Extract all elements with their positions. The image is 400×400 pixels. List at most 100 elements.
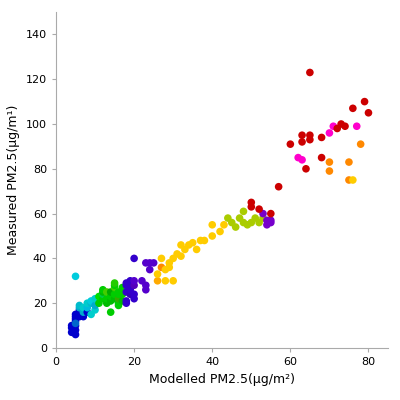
X-axis label: Modelled PM2.5(μg/m²): Modelled PM2.5(μg/m²) — [149, 372, 295, 386]
Point — [115, 302, 122, 309]
Point — [96, 300, 102, 306]
Point — [334, 125, 340, 132]
Point — [307, 132, 313, 138]
Point — [295, 154, 301, 161]
Point — [108, 298, 114, 304]
Point — [154, 278, 161, 284]
Point — [127, 284, 134, 291]
Point — [209, 233, 216, 239]
Point — [84, 309, 90, 315]
Point — [72, 327, 79, 333]
Point — [228, 219, 235, 226]
Point — [115, 289, 122, 295]
Point — [131, 296, 137, 302]
Point — [143, 286, 149, 293]
Point — [123, 282, 130, 288]
Point — [84, 300, 90, 306]
Point — [264, 217, 270, 224]
Point — [76, 302, 83, 309]
Point — [194, 246, 200, 253]
Point — [338, 121, 344, 127]
Point — [166, 260, 172, 266]
Point — [221, 222, 227, 228]
Point — [260, 210, 266, 217]
Point — [76, 307, 83, 313]
Point — [190, 240, 196, 246]
Point — [123, 280, 130, 286]
Point — [80, 304, 86, 311]
Point — [119, 298, 126, 304]
Point — [342, 123, 348, 130]
Point — [76, 311, 83, 318]
Y-axis label: Measured PM2.5(μg/m¹): Measured PM2.5(μg/m¹) — [7, 105, 20, 255]
Point — [162, 278, 168, 284]
Point — [123, 298, 130, 304]
Point — [76, 314, 83, 320]
Point — [143, 282, 149, 288]
Point — [127, 286, 134, 293]
Point — [287, 141, 294, 147]
Point — [232, 224, 239, 230]
Point — [307, 69, 313, 76]
Point — [100, 291, 106, 298]
Point — [264, 222, 270, 228]
Point — [115, 296, 122, 302]
Point — [131, 255, 137, 262]
Point — [88, 298, 94, 304]
Point — [346, 177, 352, 183]
Point — [146, 260, 153, 266]
Point — [318, 134, 325, 141]
Point — [256, 219, 262, 226]
Point — [115, 291, 122, 298]
Point — [68, 322, 75, 329]
Point — [244, 222, 250, 228]
Point — [260, 215, 266, 221]
Point — [111, 282, 118, 288]
Point — [76, 309, 83, 315]
Point — [104, 289, 110, 295]
Point — [88, 300, 94, 306]
Point — [115, 300, 122, 306]
Point — [111, 284, 118, 291]
Point — [166, 264, 172, 270]
Point — [108, 293, 114, 300]
Point — [178, 242, 184, 248]
Point — [92, 302, 98, 309]
Point — [127, 291, 134, 298]
Point — [268, 219, 274, 226]
Point — [72, 318, 79, 324]
Point — [358, 141, 364, 147]
Point — [307, 136, 313, 143]
Point — [92, 307, 98, 313]
Point — [225, 215, 231, 221]
Point — [108, 289, 114, 295]
Point — [72, 322, 79, 329]
Point — [88, 311, 94, 318]
Point — [104, 296, 110, 302]
Point — [80, 309, 86, 315]
Point — [131, 291, 137, 298]
Point — [68, 329, 75, 336]
Point — [248, 204, 254, 210]
Point — [326, 130, 333, 136]
Point — [80, 311, 86, 318]
Point — [299, 139, 305, 145]
Point — [178, 253, 184, 259]
Point — [174, 251, 180, 257]
Point — [127, 278, 134, 284]
Point — [139, 278, 145, 284]
Point — [350, 177, 356, 183]
Point — [158, 255, 165, 262]
Point — [92, 296, 98, 302]
Point — [123, 300, 130, 306]
Point — [256, 206, 262, 212]
Point — [326, 159, 333, 165]
Point — [131, 282, 137, 288]
Point — [76, 304, 83, 311]
Point — [111, 291, 118, 298]
Point — [365, 110, 372, 116]
Point — [100, 286, 106, 293]
Point — [268, 210, 274, 217]
Point — [240, 208, 247, 214]
Point — [252, 215, 258, 221]
